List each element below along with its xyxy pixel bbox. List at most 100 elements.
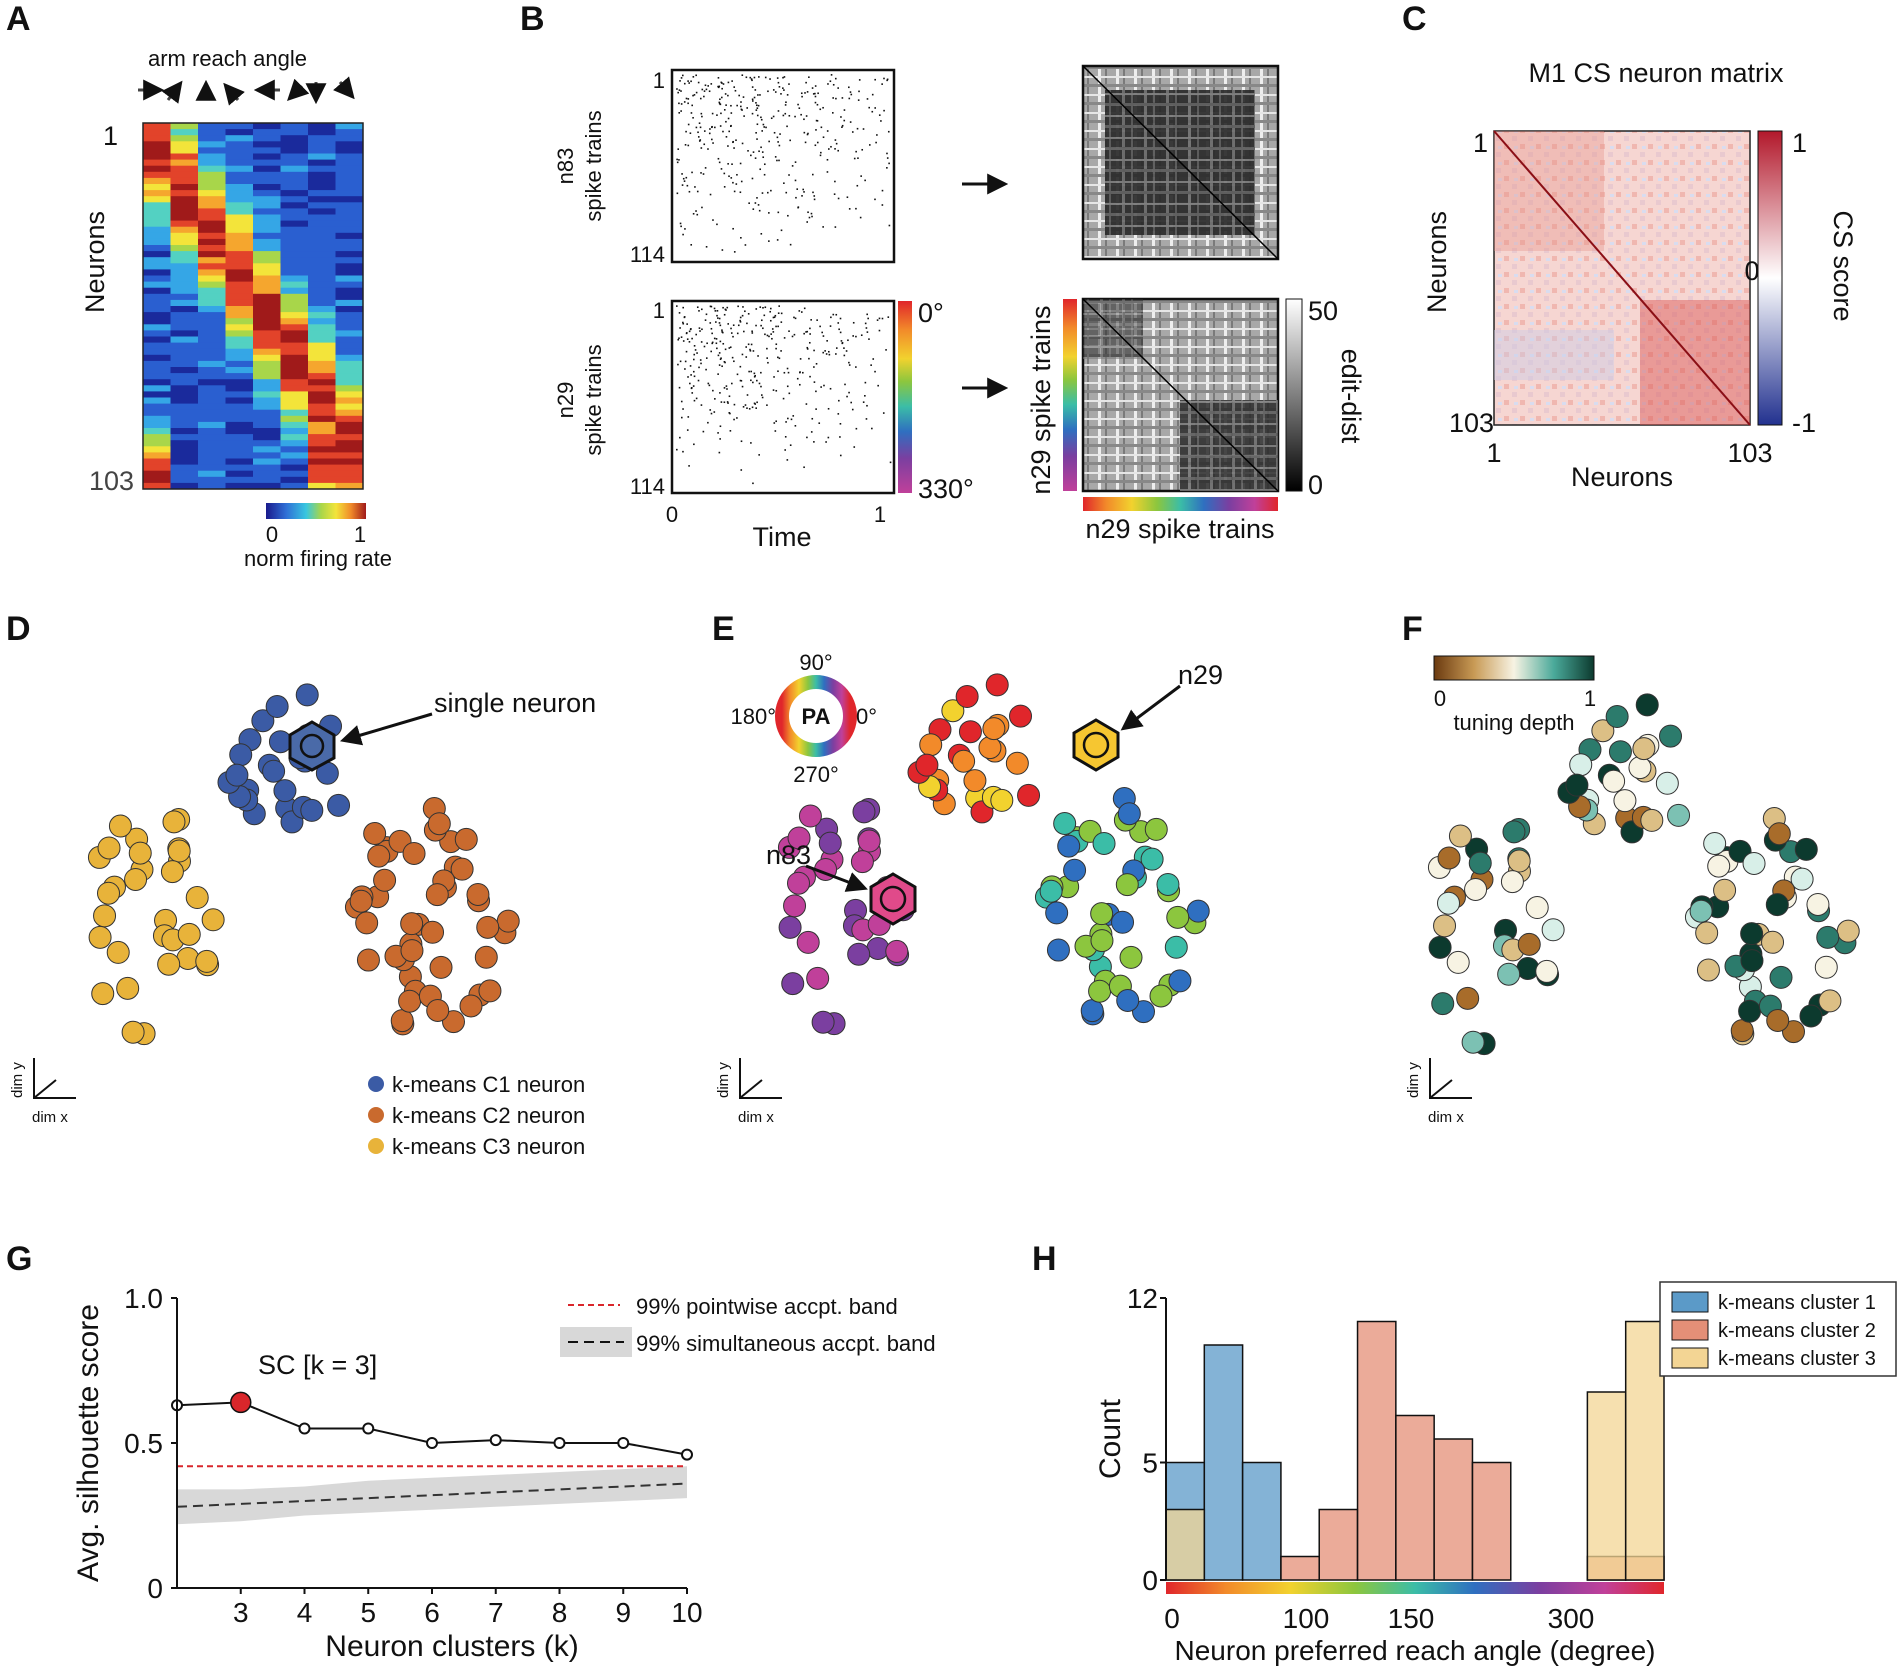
spike-dot: [719, 324, 722, 327]
spike-dot: [723, 387, 726, 389]
spike-dot: [833, 193, 836, 195]
spike-dot: [785, 191, 788, 194]
spike-dot: [841, 97, 844, 99]
heatmap-cell: [143, 482, 171, 490]
spike-dot: [695, 91, 698, 94]
heatmap-cell: [198, 440, 226, 447]
spike-dot: [733, 147, 735, 149]
spike-dot: [783, 89, 785, 91]
neuron-dot: [1703, 831, 1727, 855]
time-axis-min: 0: [666, 502, 678, 527]
spike-dot: [857, 157, 859, 159]
heatmap-cell: [335, 312, 364, 319]
spike-dot: [745, 346, 747, 348]
neuron-dot: [847, 942, 871, 966]
spike-dot: [800, 311, 803, 313]
spike-dot: [728, 395, 731, 398]
edit-dist-min: 0: [1308, 470, 1323, 500]
heatmap-cell: [225, 159, 254, 167]
spike-dot: [751, 100, 754, 102]
spike-dot: [695, 126, 698, 129]
spike-dot: [798, 383, 801, 386]
spike-dot: [815, 119, 818, 122]
heatmap-cell: [198, 360, 226, 368]
neuron-dot: [778, 915, 802, 939]
spike-dot: [862, 128, 865, 130]
heatmap-cell: [253, 196, 281, 203]
neuron-dot: [806, 966, 830, 990]
spike-dot: [848, 86, 850, 89]
heatmap-cell: [170, 214, 199, 222]
spike-dot: [858, 90, 860, 93]
spike-dot: [805, 81, 807, 84]
spike-dot: [720, 168, 723, 170]
spike-dot: [680, 225, 682, 228]
heatmap-cell: [198, 171, 226, 179]
neuron-dot: [1080, 999, 1104, 1023]
spike-dot: [778, 305, 780, 307]
raster-n29-spikes: [676, 305, 892, 485]
heatmap-cell: [335, 208, 364, 215]
heatmap-cell: [225, 275, 254, 283]
single-neuron-label: single neuron: [434, 688, 596, 718]
spike-dot: [803, 307, 806, 310]
spike-dot: [725, 136, 728, 138]
spike-dot: [751, 79, 753, 82]
spike-dot: [690, 374, 692, 376]
panel-c-xtick-1: 1: [1486, 438, 1501, 468]
y-tick-label: 5: [1142, 1448, 1158, 1479]
spike-dot: [832, 97, 834, 99]
heatmap-cell: [225, 238, 254, 246]
panel-a-title: arm reach angle: [148, 46, 307, 71]
heatmap-cell: [335, 220, 364, 228]
heatmap-cell: [253, 123, 281, 130]
spike-dot: [721, 329, 723, 331]
spike-dot: [705, 246, 708, 248]
spike-dot: [756, 401, 758, 404]
spike-dot: [698, 122, 701, 125]
spike-dot: [834, 139, 837, 141]
neuron-dot: [978, 736, 1002, 760]
heatmap-cell: [198, 367, 226, 374]
spike-dot: [682, 177, 685, 180]
spike-dot: [791, 165, 794, 167]
neuron-dot: [1767, 822, 1791, 846]
neuron-dot: [478, 979, 502, 1003]
panel-c-xlabel: Neurons: [1571, 462, 1673, 492]
spike-dot: [860, 175, 862, 177]
spike-dot: [736, 173, 738, 176]
spike-dot: [813, 198, 816, 201]
heatmap-cell: [280, 251, 309, 258]
spike-dot: [834, 77, 837, 80]
panel-e: PA 90° 180° 0° 270° n29 n83 dim y dim x: [715, 650, 1223, 1126]
heatmap-cell: [170, 202, 199, 209]
panel-d: single neuron dim y dim x k-means C1 neu…: [9, 683, 596, 1159]
heatmap-cell: [198, 159, 226, 167]
heatmap-cell: [198, 245, 226, 252]
heatmap-cell: [170, 171, 199, 179]
neuron-dot: [1456, 986, 1480, 1010]
spike-dot: [697, 379, 700, 382]
heatmap-cell: [308, 281, 336, 289]
spike-dot: [746, 322, 748, 325]
spike-dot: [713, 337, 716, 340]
heatmap-cell: [198, 177, 226, 185]
spike-dot: [746, 107, 749, 109]
spike-dot: [678, 102, 680, 105]
panel-a-cbar-max: 1: [354, 522, 366, 547]
spike-dot: [750, 78, 753, 80]
neuron-dot: [128, 841, 152, 865]
spike-dot: [848, 208, 851, 210]
neuron-dot: [160, 860, 184, 884]
spike-dot: [729, 412, 731, 415]
spike-dot: [790, 418, 793, 421]
spike-dot: [815, 362, 818, 365]
heatmap-cell: [280, 342, 309, 350]
spike-dot: [846, 196, 849, 199]
spike-dot: [720, 112, 722, 115]
heatmap-cell: [170, 391, 199, 398]
spike-dot: [686, 338, 689, 340]
spike-dot: [727, 145, 729, 147]
heatmap-cell: [308, 257, 336, 264]
spike-dot: [768, 212, 770, 214]
